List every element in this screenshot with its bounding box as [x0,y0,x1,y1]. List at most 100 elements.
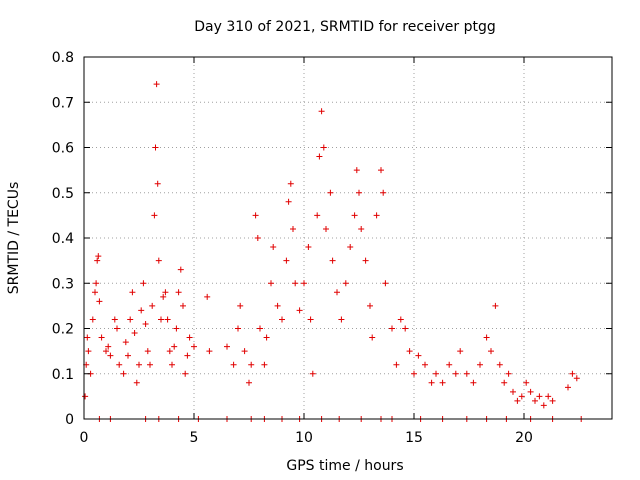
y-tick-label: 0.2 [52,322,74,338]
data-point [329,257,336,264]
data-point [166,348,173,355]
data-point [457,348,464,355]
data-point [356,189,362,196]
data-point [95,253,102,260]
data-point [82,393,89,400]
data-point [175,289,182,296]
data-point [470,379,477,386]
data-point [85,348,92,355]
data-point [144,348,151,355]
data-point [296,307,303,314]
data-point [206,348,213,355]
data-points [82,81,585,422]
data-point [532,397,538,404]
data-point [318,108,325,115]
data-point [173,325,180,332]
data-point [133,379,140,386]
data-point [446,361,453,368]
data-point [186,334,193,341]
data-point [111,316,118,323]
data-point [263,334,270,341]
data-point [527,388,534,395]
y-tick-label: 0.7 [52,95,74,111]
data-point [204,293,211,300]
data-point [241,348,248,355]
data-point [155,257,162,264]
y-tick-label: 0.5 [52,186,74,202]
data-point [89,316,96,323]
data-point [518,393,525,400]
y-tick-label: 0.4 [52,231,74,247]
data-point [373,212,380,219]
y-tick-label: 0.6 [52,141,74,157]
data-point [439,379,446,386]
data-point [164,316,171,323]
data-point [154,180,161,187]
data-point [452,370,459,377]
data-point [268,280,274,287]
data-point [94,257,101,264]
data-point [254,235,261,241]
data-point [565,384,571,391]
data-point [433,370,439,377]
data-point [149,302,156,309]
data-point [307,316,314,323]
data-point [501,379,508,386]
data-point [127,316,134,323]
data-point [338,316,345,323]
data-point [378,167,384,174]
data-point [180,302,186,309]
data-point [257,325,263,332]
data-point [389,325,395,332]
data-point [514,397,521,404]
y-tick-label: 0.1 [52,367,74,383]
x-tick-label: 15 [405,430,423,446]
data-point [285,198,292,205]
data-point [182,370,189,377]
data-point [320,144,327,151]
data-point [114,325,120,332]
data-point [406,348,413,355]
data-point [248,361,255,368]
axis-ticks: 0 0.1 0.2 0.3 0.4 0.5 0.6 0.7 0.8 0 5 10 15 20 [52,50,612,446]
data-point [103,348,109,355]
data-point [342,280,349,287]
data-point [510,388,516,395]
grid [84,57,612,419]
data-point [96,298,103,305]
data-point [428,379,435,386]
data-point [287,180,294,187]
data-point [162,289,169,296]
data-point [463,370,470,377]
data-point [171,343,178,350]
data-point [292,280,299,287]
data-point [92,289,98,296]
data-point [290,225,296,232]
data-point [237,302,244,309]
data-point [252,212,259,219]
data-point [492,302,499,309]
data-point [177,266,184,273]
data-point [160,293,167,300]
data-point [545,393,552,400]
data-point [184,352,191,359]
data-point [382,280,389,287]
data-point [153,81,160,88]
data-point [191,343,197,350]
data-point [549,397,556,404]
data-point [84,334,91,341]
data-point [305,244,312,251]
data-point [347,244,354,251]
data-point [270,244,277,251]
x-tick-label: 5 [190,430,199,446]
data-point [422,361,428,368]
data-point [415,352,422,359]
data-point [397,316,404,323]
data-point [261,361,268,368]
data-point [158,316,164,323]
data-point [505,370,512,377]
data-point [327,189,334,196]
y-tick-label: 0 [65,412,74,428]
data-point [353,167,360,174]
